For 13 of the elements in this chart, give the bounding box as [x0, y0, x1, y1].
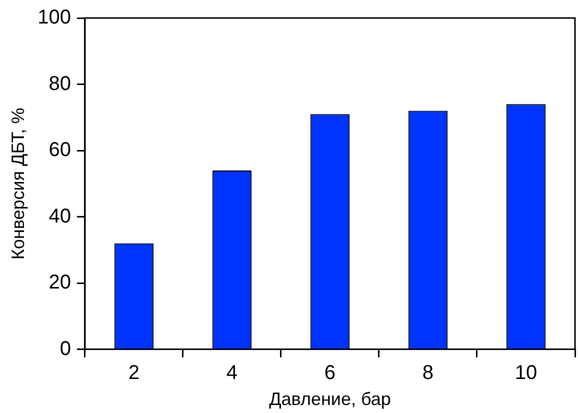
x-tick-label: 4	[226, 362, 238, 384]
x-tick-label: 8	[422, 362, 434, 384]
x-axis-title: Давление, бар	[269, 389, 391, 410]
y-axis-title: Конверсия ДБТ, %	[8, 108, 28, 260]
y-tick-label: 40	[48, 205, 71, 228]
x-tick-label: 10	[514, 362, 538, 384]
y-tick-label: 60	[48, 139, 71, 162]
x-tick-label: 6	[324, 362, 336, 384]
y-tick-label: 0	[60, 338, 71, 360]
x-tick-label: 2	[128, 362, 140, 384]
y-tick-label: 80	[48, 72, 71, 95]
y-tick-label: 20	[48, 272, 71, 294]
y-tick-label: 100	[38, 6, 71, 29]
